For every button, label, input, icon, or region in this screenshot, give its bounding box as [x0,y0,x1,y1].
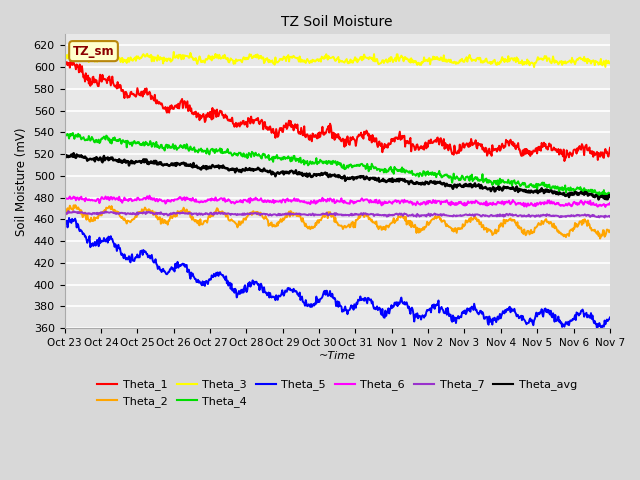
Theta_1 [182,105,189,110]
Theta_2 [212,209,220,215]
Theta_1 [211,107,219,113]
Theta_1 [127,90,134,96]
Legend: Theta_1, Theta_2, Theta_3, Theta_4, Theta_5, Theta_6, Theta_7, Theta_avg: Theta_1, Theta_2, Theta_3, Theta_4, Thet… [93,375,582,411]
Theta_avg [595,196,602,202]
Theta_4 [212,147,220,153]
Theta_1 [419,144,427,149]
Theta_7 [420,212,428,218]
Theta_7 [606,214,614,220]
Theta_5 [606,314,614,320]
Theta_avg [212,164,220,169]
Theta_3 [420,54,428,60]
Theta_6 [70,195,78,201]
X-axis label: ~Time: ~Time [319,351,356,361]
Theta_7 [61,210,68,216]
Theta_3 [127,55,134,60]
Theta_avg [606,194,614,200]
Theta_6 [183,194,191,200]
Theta_avg [61,155,68,160]
Theta_2 [404,220,412,226]
Theta_4 [183,141,191,147]
Theta_2 [420,227,428,232]
Theta_3 [531,64,538,70]
Theta_3 [183,53,191,59]
Line: Theta_2: Theta_2 [65,205,610,239]
Theta_4 [404,168,412,174]
Theta_avg [127,158,135,164]
Theta_7 [65,208,72,214]
Theta_2 [71,202,79,208]
Theta_1 [61,56,68,62]
Theta_5 [127,254,135,260]
Theta_6 [212,194,220,200]
Theta_2 [70,205,78,211]
Theta_7 [71,209,79,215]
Theta_4 [71,133,79,139]
Theta_3 [212,51,220,57]
Theta_avg [183,163,191,168]
Theta_6 [606,200,614,206]
Theta_6 [146,193,154,199]
Y-axis label: Soil Moisture (mV): Soil Moisture (mV) [15,127,28,236]
Line: Theta_6: Theta_6 [65,196,610,207]
Theta_7 [601,215,609,220]
Theta_5 [71,216,79,222]
Theta_5 [404,305,412,311]
Theta_5 [212,274,220,279]
Line: Theta_4: Theta_4 [65,133,610,198]
Theta_6 [404,199,412,205]
Theta_6 [61,195,68,201]
Theta_7 [127,211,135,216]
Theta_3 [404,57,412,63]
Theta_5 [420,315,428,321]
Theta_4 [602,195,610,201]
Theta_4 [127,140,135,145]
Theta_avg [404,179,412,184]
Theta_1 [561,158,568,164]
Theta_4 [69,130,77,136]
Theta_7 [212,210,220,216]
Line: Theta_1: Theta_1 [65,59,610,161]
Theta_avg [420,180,428,186]
Theta_4 [61,131,68,137]
Theta_1 [606,145,614,151]
Line: Theta_5: Theta_5 [65,218,610,329]
Theta_6 [420,199,428,205]
Theta_1 [404,138,412,144]
Theta_avg [70,150,77,156]
Theta_7 [183,211,191,216]
Theta_2 [596,236,604,241]
Theta_5 [593,326,601,332]
Theta_2 [183,206,191,212]
Theta_3 [606,60,614,66]
Line: Theta_3: Theta_3 [65,52,610,67]
Theta_3 [170,49,178,55]
Line: Theta_avg: Theta_avg [65,153,610,199]
Theta_1 [70,62,78,68]
Theta_5 [183,262,191,268]
Title: TZ Soil Moisture: TZ Soil Moisture [282,15,393,29]
Theta_5 [61,215,68,221]
Theta_6 [127,196,134,202]
Theta_7 [404,213,412,219]
Theta_3 [70,53,78,59]
Theta_3 [61,59,68,64]
Theta_6 [602,204,609,210]
Theta_4 [420,168,428,174]
Theta_2 [127,218,135,224]
Theta_2 [606,228,614,233]
Theta_4 [606,191,614,197]
Theta_2 [61,213,68,219]
Theta_avg [71,155,79,160]
Theta_5 [65,215,73,221]
Text: TZ_sm: TZ_sm [73,45,115,58]
Line: Theta_7: Theta_7 [65,211,610,217]
